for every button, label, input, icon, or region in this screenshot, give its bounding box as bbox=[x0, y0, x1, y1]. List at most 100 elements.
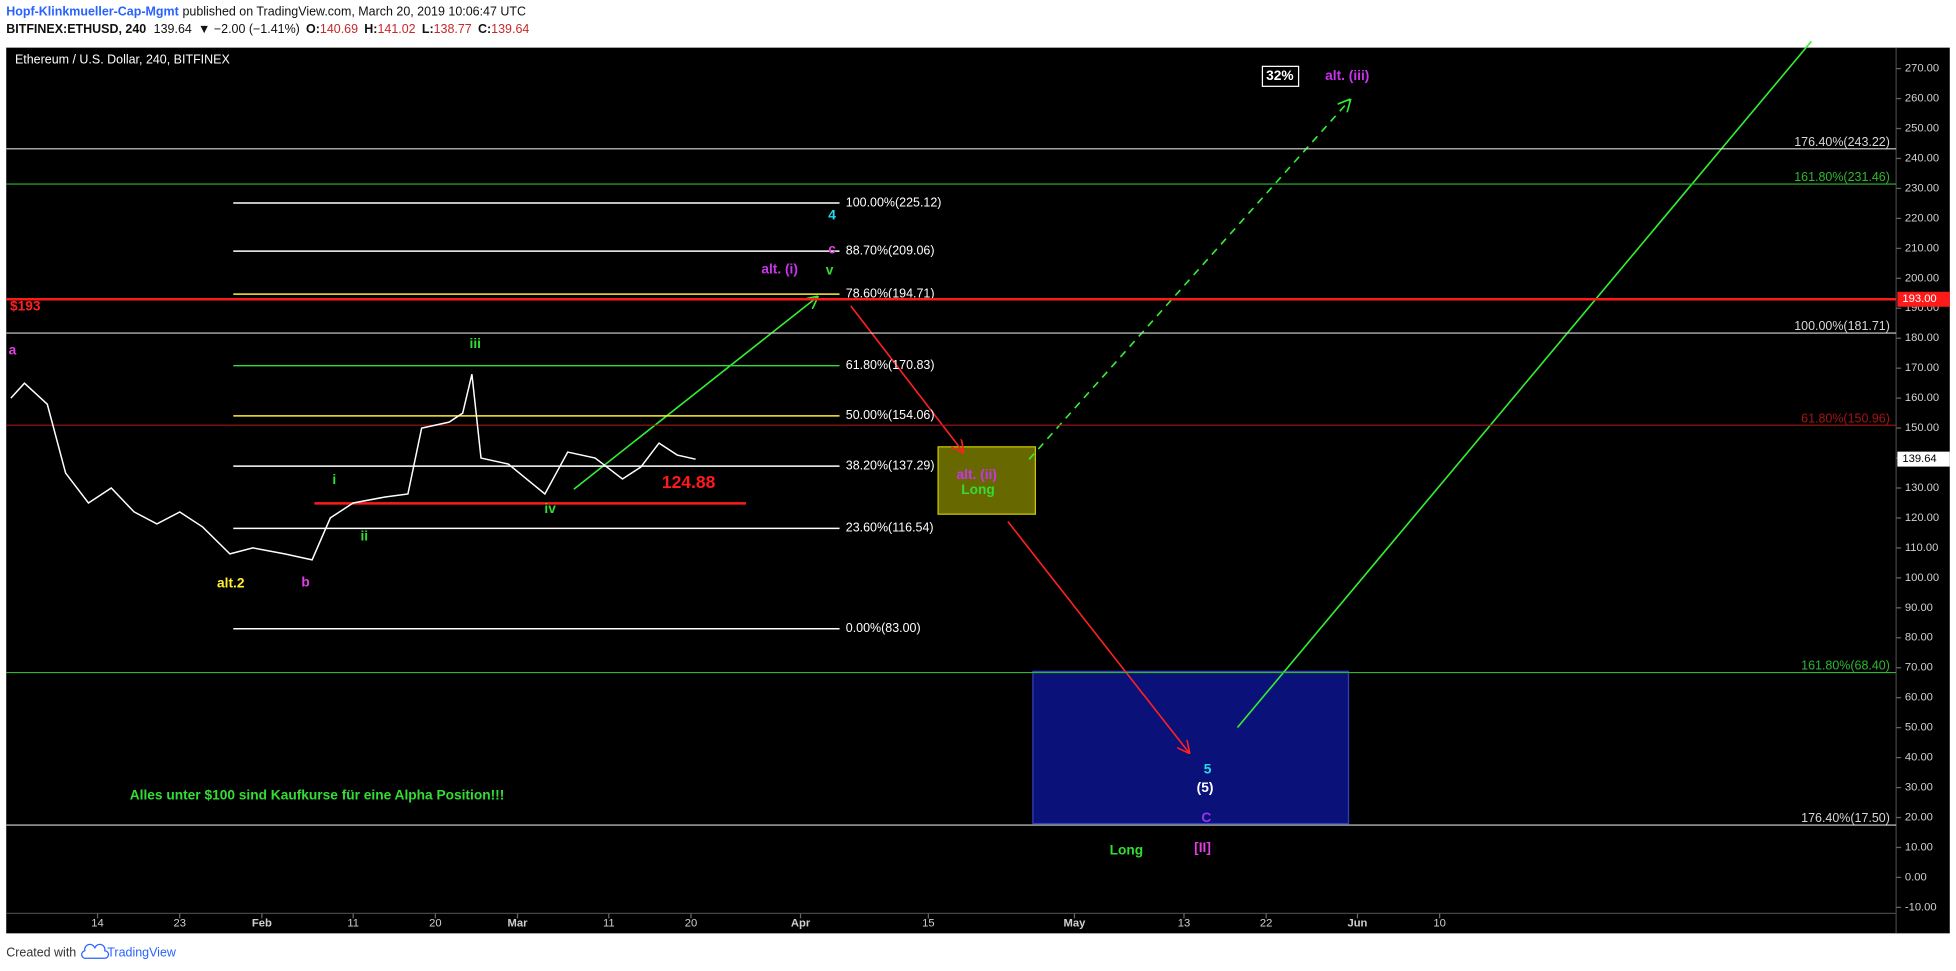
ohlc-label: L: bbox=[422, 22, 434, 36]
arrow bbox=[850, 305, 963, 452]
y-tick-label: 180.00 bbox=[1905, 332, 1939, 344]
logo bbox=[81, 943, 110, 959]
x-tick-label: 10 bbox=[1433, 917, 1445, 929]
chart-title: Ethereum / U.S. Dollar, 240, BITFINEX bbox=[15, 52, 231, 66]
ohlc-label: O: bbox=[306, 22, 320, 36]
annotation: iii bbox=[470, 336, 481, 351]
level-label: 61.80%(150.96) bbox=[1801, 411, 1890, 425]
x-tick-label: Apr bbox=[791, 917, 811, 929]
ohlc-value: 139.64 bbox=[491, 22, 529, 36]
y-tick-label: 40.00 bbox=[1905, 752, 1933, 764]
footer-prefix: Created with bbox=[6, 946, 76, 960]
arrow bbox=[1028, 100, 1350, 460]
change: ▼ −2.00 (−1.41%) bbox=[198, 22, 300, 36]
price-tag-label: 193.00 bbox=[1902, 293, 1936, 305]
ohlc-label: C: bbox=[478, 22, 491, 36]
target-box bbox=[937, 446, 1037, 515]
fib-label: 38.20%(137.29) bbox=[846, 458, 935, 472]
annotation: 4 bbox=[828, 208, 836, 223]
ohlc-value: 138.77 bbox=[434, 22, 472, 36]
support-label: 124.88 bbox=[662, 472, 716, 492]
y-tick-label: -10.00 bbox=[1905, 901, 1937, 913]
x-tick-label: 13 bbox=[1178, 917, 1190, 929]
y-tick-label: 240.00 bbox=[1905, 152, 1939, 164]
y-tick-label: 50.00 bbox=[1905, 722, 1933, 734]
y-tick-label: 160.00 bbox=[1905, 392, 1939, 404]
x-tick-label: 20 bbox=[685, 917, 697, 929]
ohlc-value: 140.69 bbox=[320, 22, 358, 36]
fib-label: 78.60%(194.71) bbox=[846, 286, 935, 300]
annotation: a bbox=[9, 342, 17, 357]
y-tick-label: 20.00 bbox=[1905, 811, 1933, 823]
fib-label: 0.00%(83.00) bbox=[846, 621, 921, 635]
x-tick-label: 23 bbox=[173, 917, 185, 929]
y-tick-label: 30.00 bbox=[1905, 782, 1933, 794]
y-tick-label: 80.00 bbox=[1905, 632, 1933, 644]
y-tick-label: 260.00 bbox=[1905, 93, 1939, 105]
x-tick-label: 20 bbox=[429, 917, 441, 929]
target-box bbox=[1032, 670, 1350, 825]
y-tick-label: 230.00 bbox=[1905, 182, 1939, 194]
published: published on TradingView.com, March 20, … bbox=[182, 5, 526, 19]
annotation: ii bbox=[360, 528, 368, 543]
x-tick-label: Jun bbox=[1347, 917, 1367, 929]
y-tick-label: 130.00 bbox=[1905, 482, 1939, 494]
y-tick-label: 270.00 bbox=[1905, 63, 1939, 75]
annotation: 5 bbox=[1204, 762, 1212, 777]
annotation: [II] bbox=[1194, 840, 1211, 855]
fib-label: 100.00%(225.12) bbox=[846, 195, 942, 209]
level-label: 161.80%(68.40) bbox=[1801, 659, 1890, 673]
fib-label: 23.60%(116.54) bbox=[846, 521, 934, 535]
ohlc-value: 141.02 bbox=[377, 22, 415, 36]
annotation: alt.2 bbox=[217, 576, 245, 591]
last-price-label: 139.64 bbox=[1902, 453, 1936, 465]
last: 139.64 bbox=[154, 22, 192, 36]
x-tick-label: Mar bbox=[508, 917, 529, 929]
x-tick-label: May bbox=[1064, 917, 1087, 929]
arrow bbox=[1007, 521, 1189, 753]
annotation: Alles unter $100 sind Kaufkurse für eine… bbox=[130, 788, 505, 803]
ohlc-label: H: bbox=[364, 22, 377, 36]
annotation: 32% bbox=[1266, 68, 1293, 83]
annotation: c bbox=[828, 241, 836, 256]
footer-brand[interactable]: TradingView bbox=[107, 946, 177, 960]
arrow bbox=[1236, 40, 1812, 729]
x-tick-label: 11 bbox=[347, 917, 359, 929]
annotation: Long bbox=[961, 482, 995, 497]
y-tick-label: 150.00 bbox=[1905, 422, 1939, 434]
price-series bbox=[10, 374, 696, 561]
y-tick-label: 110.00 bbox=[1905, 542, 1938, 554]
annotation: (5) bbox=[1197, 780, 1214, 795]
annotation: $193 bbox=[10, 299, 41, 314]
y-tick-label: 210.00 bbox=[1905, 242, 1939, 254]
y-tick-label: 70.00 bbox=[1905, 662, 1933, 674]
level-label: 176.40%(243.22) bbox=[1794, 135, 1890, 149]
last-price-tag bbox=[1897, 451, 1950, 467]
x-tick-label: 22 bbox=[1260, 917, 1272, 929]
x-tick-label: Feb bbox=[252, 917, 272, 929]
header-line: Hopf-Klinkmueller-Cap-Mgmt published on T… bbox=[6, 5, 526, 19]
fib-label: 50.00%(154.06) bbox=[846, 408, 935, 422]
y-tick-label: 100.00 bbox=[1905, 572, 1939, 584]
y-tick-label: 190.00 bbox=[1905, 302, 1939, 314]
annotation: Long bbox=[1110, 843, 1144, 858]
level-label: 100.00%(181.71) bbox=[1794, 319, 1890, 333]
level-label: 176.40%(17.50) bbox=[1801, 811, 1890, 825]
annotation: iv bbox=[544, 501, 556, 516]
annotation: i bbox=[332, 472, 336, 487]
y-tick-label: 90.00 bbox=[1905, 602, 1933, 614]
label-box bbox=[1261, 65, 1300, 87]
ohlc: O:140.69 H:141.02 L:138.77 C:139.64 bbox=[306, 22, 529, 36]
annotation: alt. (iii) bbox=[1325, 68, 1369, 83]
y-tick-label: 200.00 bbox=[1905, 272, 1939, 284]
annotation: b bbox=[301, 574, 309, 589]
plot: 176.40%(243.22) 161.80%(231.46) 100.00%(18… bbox=[6, 40, 1897, 858]
y-tick-label: 10.00 bbox=[1905, 841, 1933, 853]
annotation: C bbox=[1201, 810, 1211, 825]
fib-label: 88.70%(209.06) bbox=[846, 243, 935, 257]
author[interactable]: Hopf-Klinkmueller-Cap-Mgmt bbox=[6, 5, 178, 19]
arrow bbox=[573, 297, 817, 490]
